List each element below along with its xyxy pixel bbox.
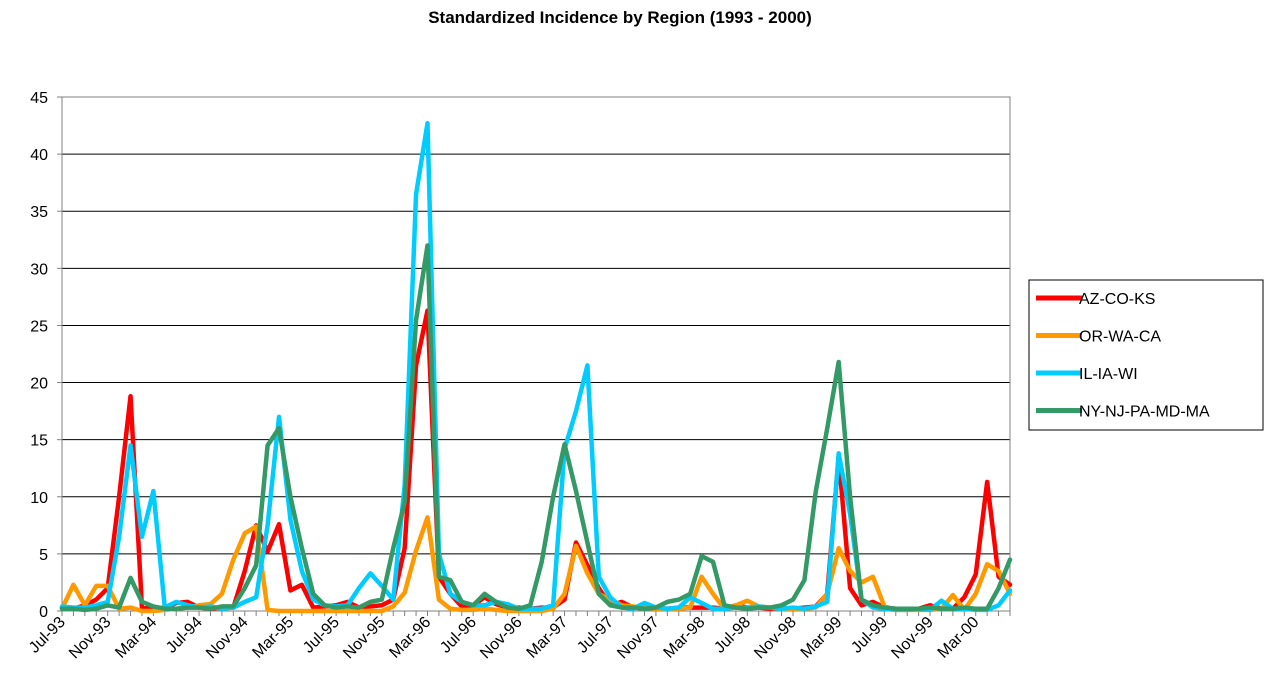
y-tick-label: 35 bbox=[30, 204, 48, 221]
y-tick-label: 40 bbox=[30, 147, 48, 164]
legend-label: IL-IA-WI bbox=[1079, 366, 1138, 383]
x-tick-label: Nov-98 bbox=[751, 614, 800, 663]
chart-title: Standardized Incidence by Region (1993 -… bbox=[428, 8, 812, 27]
series-lines bbox=[59, 121, 1013, 614]
x-tick-label: Mar-98 bbox=[661, 614, 709, 662]
series-line bbox=[59, 515, 1013, 614]
y-tick-label: 25 bbox=[30, 318, 48, 335]
legend-box bbox=[1028, 279, 1264, 431]
x-tick-label: Mar-99 bbox=[798, 614, 846, 662]
x-tick-label: Mar-96 bbox=[386, 614, 434, 662]
x-tick-label: Nov-96 bbox=[477, 614, 526, 663]
y-tick-label: 30 bbox=[30, 261, 48, 278]
legend-label: AZ-CO-KS bbox=[1079, 291, 1155, 308]
x-tick-label: Jul-95 bbox=[300, 614, 343, 657]
y-tick-label: 15 bbox=[30, 433, 48, 450]
legend-label: OR-WA-CA bbox=[1079, 329, 1161, 346]
x-tick-label: Jul-97 bbox=[574, 614, 617, 657]
gridlines bbox=[62, 96, 1010, 555]
y-axis: 0 5 10 15 20 25 30 35 40 45 bbox=[30, 90, 62, 621]
legend: AZ-CO-KS OR-WA-CA IL-IA-WI NY-NJ-PA-MD-MA bbox=[1028, 279, 1264, 431]
y-tick-label: 0 bbox=[39, 604, 48, 621]
x-tick-label: Mar-94 bbox=[112, 614, 160, 662]
x-tick-label: Mar-95 bbox=[249, 614, 297, 662]
series-line bbox=[59, 243, 1013, 613]
x-tick-label: Nov-97 bbox=[614, 614, 663, 663]
x-tick-label: Jul-99 bbox=[848, 614, 891, 657]
x-tick-label: Mar-97 bbox=[524, 614, 572, 662]
x-tick-label: Nov-93 bbox=[66, 614, 115, 663]
x-tick-label: Nov-95 bbox=[340, 614, 389, 663]
x-tick-label: Jul-96 bbox=[437, 614, 480, 657]
x-tick-label: Mar-00 bbox=[935, 614, 983, 662]
plot-area bbox=[61, 96, 1011, 612]
legend-label: NY-NJ-PA-MD-MA bbox=[1079, 404, 1210, 421]
series-line bbox=[59, 121, 1013, 613]
y-tick-label: 10 bbox=[30, 490, 48, 507]
y-tick-label: 45 bbox=[30, 90, 48, 107]
series-line bbox=[59, 308, 1013, 611]
y-tick-label: 5 bbox=[39, 547, 48, 564]
x-tick-label: Nov-94 bbox=[203, 614, 252, 663]
x-tick-label: Jul-98 bbox=[711, 614, 754, 657]
x-tick-label: Jul-94 bbox=[163, 614, 206, 657]
x-tick-label: Nov-99 bbox=[888, 614, 937, 663]
y-tick-label: 20 bbox=[30, 376, 48, 393]
